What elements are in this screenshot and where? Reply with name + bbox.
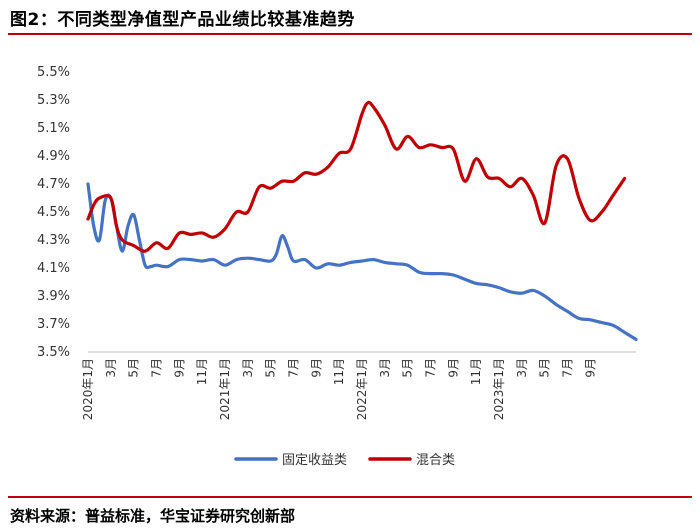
x-tick-label: 11月 bbox=[332, 358, 346, 385]
x-tick-label: 7月 bbox=[424, 358, 438, 378]
x-tick-label: 5月 bbox=[401, 358, 415, 378]
x-tick-label: 9月 bbox=[309, 358, 323, 378]
y-tick-label: 4.1% bbox=[37, 261, 70, 276]
y-tick-label: 4.3% bbox=[37, 233, 70, 248]
y-tick-label: 3.7% bbox=[37, 317, 70, 332]
x-tick-label: 3月 bbox=[104, 358, 118, 378]
top-rule bbox=[8, 33, 692, 35]
source-note: 资料来源：普益标准，华宝证券研究创新部 bbox=[10, 507, 296, 525]
x-tick-label: 2021年1月 bbox=[218, 358, 232, 420]
x-tick-label: 7月 bbox=[150, 358, 164, 378]
x-tick-label: 5月 bbox=[538, 358, 552, 378]
figure-title: 图2：不同类型净值型产品业绩比较基准趋势 bbox=[10, 10, 355, 30]
x-tick-label: 11月 bbox=[469, 358, 483, 385]
y-tick-label: 4.5% bbox=[37, 205, 70, 220]
line-chart: 3.5% 3.7% 3.9% 4.1% 4.3% 4.5% 4.7% 4.9% 5.1% 5.3%… bbox=[37, 65, 638, 468]
legend-label: 混合类 bbox=[416, 453, 455, 468]
y-axis-ticks: 3.5% 3.7% 3.9% 4.1% 4.3% 4.5% 4.7% 4.9% 5.1% 5.3%… bbox=[37, 65, 70, 360]
x-tick-label: 5月 bbox=[127, 358, 141, 378]
x-tick-label: 3月 bbox=[241, 358, 255, 378]
series-line-fixed-income bbox=[86, 182, 638, 341]
y-tick-label: 3.5% bbox=[37, 345, 70, 360]
x-tick-label: 3月 bbox=[378, 358, 392, 378]
series-line-mixed bbox=[86, 100, 627, 253]
x-tick-label: 7月 bbox=[561, 358, 575, 378]
y-tick-label: 3.9% bbox=[37, 289, 70, 304]
x-tick-label: 11月 bbox=[195, 358, 209, 385]
x-tick-label: 2022年1月 bbox=[355, 358, 369, 420]
x-tick-label: 9月 bbox=[446, 358, 460, 378]
bottom-rule bbox=[8, 496, 692, 498]
x-tick-label: 2020年1月 bbox=[81, 358, 95, 420]
x-tick-label: 7月 bbox=[287, 358, 301, 378]
y-tick-label: 5.3% bbox=[37, 93, 70, 108]
y-tick-label: 4.7% bbox=[37, 177, 70, 192]
x-tick-label: 9月 bbox=[172, 358, 186, 378]
legend-label: 固定收益类 bbox=[282, 453, 347, 468]
y-tick-label: 5.5% bbox=[37, 65, 70, 80]
series-layer bbox=[86, 100, 638, 341]
x-tick-label: 2023年1月 bbox=[492, 358, 506, 420]
x-tick-label: 9月 bbox=[583, 358, 597, 378]
y-tick-label: 5.1% bbox=[37, 121, 70, 136]
x-tick-label: 3月 bbox=[515, 358, 529, 378]
y-tick-label: 4.9% bbox=[37, 149, 70, 164]
chart-legend: 固定收益类 混合类 bbox=[234, 453, 455, 468]
x-tick-label: 5月 bbox=[264, 358, 278, 378]
x-axis-ticks: 2020年1月 3月 5月 7月 9月 11月 2021年1月 3月 5月 7月 9月 11月 2022… bbox=[81, 358, 597, 420]
